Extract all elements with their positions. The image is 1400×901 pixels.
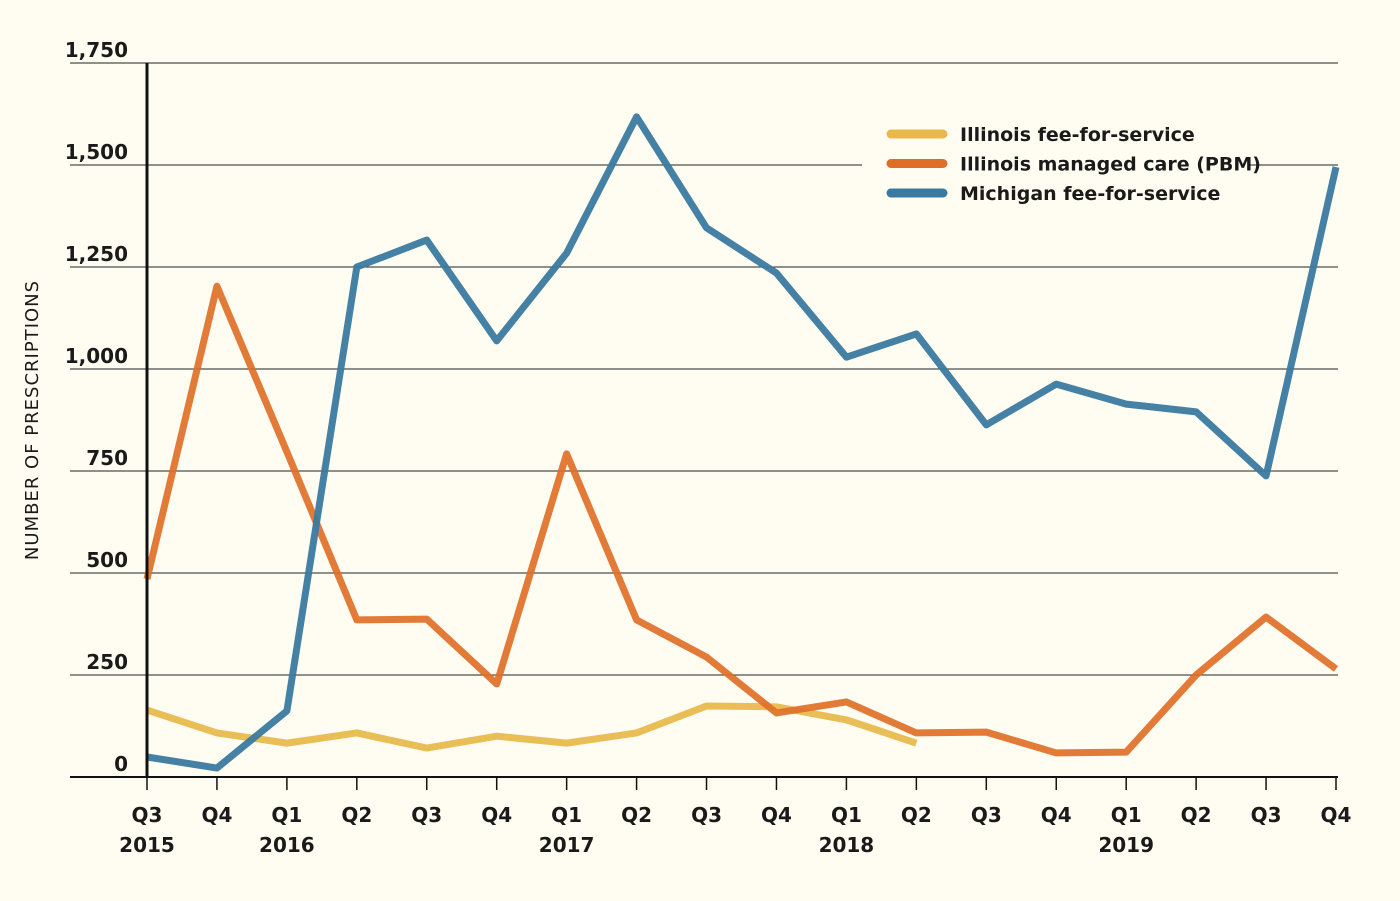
x-tick-label: Q4 xyxy=(761,803,792,827)
x-tick-label: Q1 xyxy=(271,803,302,827)
x-tick-label: Q4 xyxy=(201,803,232,827)
x-year-label: 2019 xyxy=(1098,833,1154,857)
legend: Illinois fee-for-service Illinois managed… xyxy=(862,112,1261,212)
x-tick-label: Q1 xyxy=(831,803,862,827)
axes xyxy=(70,63,1338,790)
y-tick-label: 250 xyxy=(86,650,128,674)
x-tick-label: Q4 xyxy=(1041,803,1072,827)
series-line-2 xyxy=(146,113,1340,772)
y-tick-label: 1,250 xyxy=(65,242,128,266)
x-tick-label: Q2 xyxy=(341,803,372,827)
x-year-label: 2015 xyxy=(119,833,175,857)
x-tick-label: Q3 xyxy=(411,803,442,827)
y-axis-label: NUMBER OF PRESCRIPTIONS xyxy=(22,280,43,560)
legend-label: Illinois fee-for-service xyxy=(960,124,1195,146)
x-tick-label: Q2 xyxy=(621,803,652,827)
y-tick-label: 500 xyxy=(86,548,128,572)
x-tick-label: Q4 xyxy=(481,803,512,827)
series-line-1 xyxy=(143,282,1339,757)
x-tick-label: Q1 xyxy=(551,803,582,827)
x-tick-label: Q3 xyxy=(132,803,163,827)
x-tick-labels: Q3 Q4 Q1 Q2 Q3 Q4 Q1 Q2 Q3 Q4 Q1 Q2 Q3 Q4 Q1 Q2 Q3 Q4 2015… xyxy=(119,803,1351,857)
y-tick-label: 1,750 xyxy=(65,38,128,62)
x-tick-label: Q3 xyxy=(1251,803,1282,827)
x-year-label: 2016 xyxy=(259,833,315,857)
gridlines xyxy=(70,62,1338,676)
x-tick-label: Q4 xyxy=(1321,803,1352,827)
series-lines xyxy=(143,113,1340,772)
x-tick-label: Q1 xyxy=(1111,803,1142,827)
y-tick-label: 1,500 xyxy=(65,140,128,164)
x-tick-label: Q3 xyxy=(971,803,1002,827)
x-year-label: 2018 xyxy=(819,833,875,857)
x-tick-label: Q2 xyxy=(1181,803,1212,827)
y-tick-label: 1,000 xyxy=(65,344,128,368)
y-tick-label: 0 xyxy=(114,752,128,776)
legend-label: Illinois managed care (PBM) xyxy=(960,154,1261,176)
y-tick-label: 750 xyxy=(86,446,128,470)
x-year-label: 2017 xyxy=(539,833,595,857)
x-tick-label: Q3 xyxy=(691,803,722,827)
legend-label: Michigan fee-for-service xyxy=(960,183,1220,205)
x-tick-label: Q2 xyxy=(901,803,932,827)
y-tick-labels: 0 250 500 750 1,000 1,250 1,500 1,750 xyxy=(65,38,128,776)
